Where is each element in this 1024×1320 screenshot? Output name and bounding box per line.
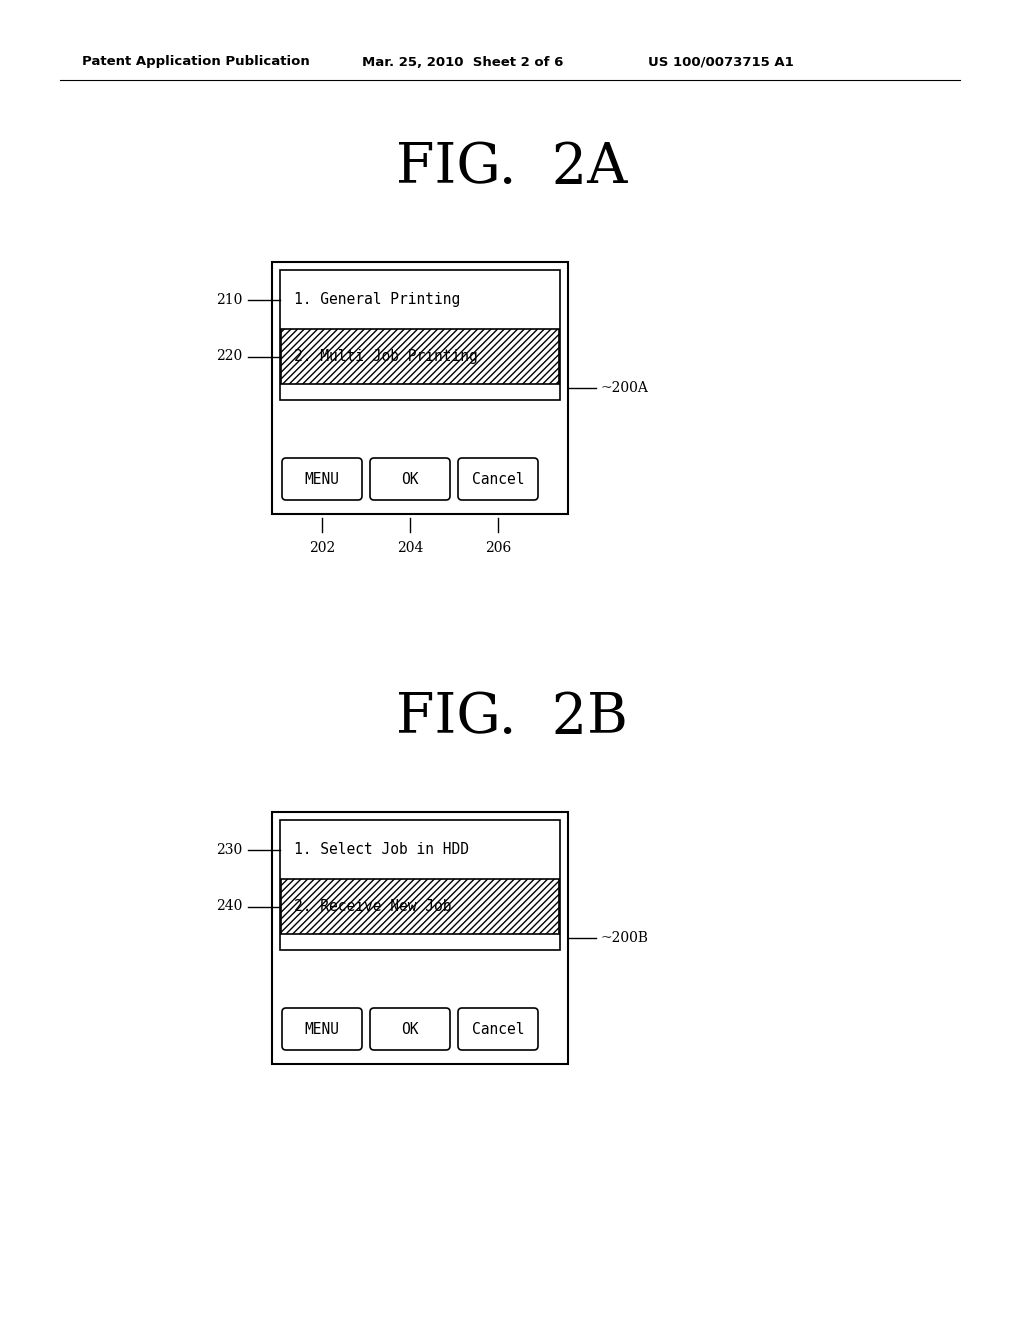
FancyBboxPatch shape xyxy=(370,458,450,500)
FancyBboxPatch shape xyxy=(458,1008,538,1049)
Text: 210: 210 xyxy=(216,293,242,306)
Text: 240: 240 xyxy=(216,899,242,913)
FancyBboxPatch shape xyxy=(370,1008,450,1049)
Text: FIG.  2A: FIG. 2A xyxy=(396,141,628,195)
Text: 230: 230 xyxy=(216,842,242,857)
Text: Cancel: Cancel xyxy=(472,471,524,487)
Text: 206: 206 xyxy=(485,541,511,554)
Text: MENU: MENU xyxy=(304,1022,340,1036)
Text: ~200B: ~200B xyxy=(600,931,648,945)
Text: 202: 202 xyxy=(309,541,335,554)
Text: 2. Multi Job Printing: 2. Multi Job Printing xyxy=(294,348,478,364)
Text: 2. Receive New Job: 2. Receive New Job xyxy=(294,899,452,913)
Text: Cancel: Cancel xyxy=(472,1022,524,1036)
Text: US 100/0073715 A1: US 100/0073715 A1 xyxy=(648,55,794,69)
Bar xyxy=(281,272,559,327)
Bar xyxy=(281,329,559,384)
FancyBboxPatch shape xyxy=(282,458,362,500)
Text: ~200A: ~200A xyxy=(600,381,648,395)
Bar xyxy=(281,879,559,935)
FancyBboxPatch shape xyxy=(282,1008,362,1049)
Text: OK: OK xyxy=(401,1022,419,1036)
Text: Mar. 25, 2010  Sheet 2 of 6: Mar. 25, 2010 Sheet 2 of 6 xyxy=(362,55,563,69)
FancyBboxPatch shape xyxy=(458,458,538,500)
Bar xyxy=(272,812,568,1064)
Text: 220: 220 xyxy=(216,350,242,363)
Bar xyxy=(281,822,559,876)
Bar xyxy=(280,271,560,400)
Text: 204: 204 xyxy=(397,541,423,554)
Bar xyxy=(272,261,568,513)
Text: Patent Application Publication: Patent Application Publication xyxy=(82,55,309,69)
Text: MENU: MENU xyxy=(304,471,340,487)
Text: OK: OK xyxy=(401,471,419,487)
Text: 1. Select Job in HDD: 1. Select Job in HDD xyxy=(294,842,469,857)
Text: 1. General Printing: 1. General Printing xyxy=(294,292,460,308)
Text: FIG.  2B: FIG. 2B xyxy=(396,690,628,746)
Bar xyxy=(280,820,560,950)
